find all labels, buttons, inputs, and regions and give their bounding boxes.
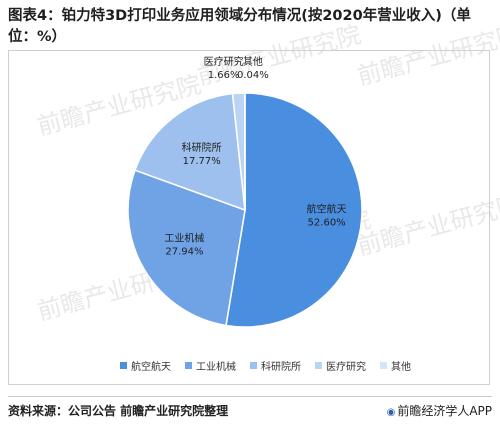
watermark-text: 前瞻产业研究院 xyxy=(354,20,500,91)
legend-label: 工业机械 xyxy=(196,360,236,373)
pie-slice-2 xyxy=(134,92,246,212)
slice-label-value: 0.04% xyxy=(237,70,269,81)
legend-swatch xyxy=(120,362,127,369)
source-note: 资料来源：公司公告 前瞻产业研究院整理 xyxy=(8,404,229,418)
brand-mark: ◉ 前瞻经济学人APP xyxy=(387,402,492,419)
legend-swatch xyxy=(185,362,192,369)
slice-labels: 航空航天 52.60% 工业机械 27.94% 科研院所 17.77% 医疗研究 1.66%其… xyxy=(164,55,346,257)
slice-label-name: 医疗研究 xyxy=(204,55,244,68)
slice-label-value: 52.60% xyxy=(308,218,346,229)
slice-label-name: 工业机械 xyxy=(164,231,204,244)
footer-divider xyxy=(8,396,492,397)
legend-label: 其他 xyxy=(391,360,411,373)
chart-title: 图表4：铂力特3D打印业务应用领域分布情况(按2020年营业收入)（单位：%） xyxy=(8,8,471,45)
watermark-text: 前瞻产业研究院 xyxy=(354,190,500,261)
legend-swatch xyxy=(250,362,257,369)
legend-label: 科研院所 xyxy=(261,360,301,373)
pie-slice-1 xyxy=(127,169,246,327)
legend-label: 医疗研究 xyxy=(326,360,366,373)
slice-label-value: 17.77% xyxy=(183,156,221,167)
slice-label-name: 航空航天 xyxy=(307,203,347,216)
slice-label-value: 1.66% xyxy=(208,70,240,81)
pie-slice-0 xyxy=(225,92,363,328)
brand-logo-icon: ◉ xyxy=(386,407,396,418)
brand-name: 前瞻经济学人APP xyxy=(397,404,492,418)
slice-label-name: 科研院所 xyxy=(182,141,222,154)
legend-swatch xyxy=(315,362,322,369)
slice-label-name: 其他 xyxy=(243,55,263,68)
chart-legend: 航空航天 工业机械 科研院所 医疗研究 其他 xyxy=(120,360,411,373)
legend-swatch xyxy=(380,362,387,369)
pie-slices xyxy=(127,92,363,328)
legend-label: 航空航天 xyxy=(131,360,171,373)
slice-label-value: 27.94% xyxy=(165,246,203,257)
